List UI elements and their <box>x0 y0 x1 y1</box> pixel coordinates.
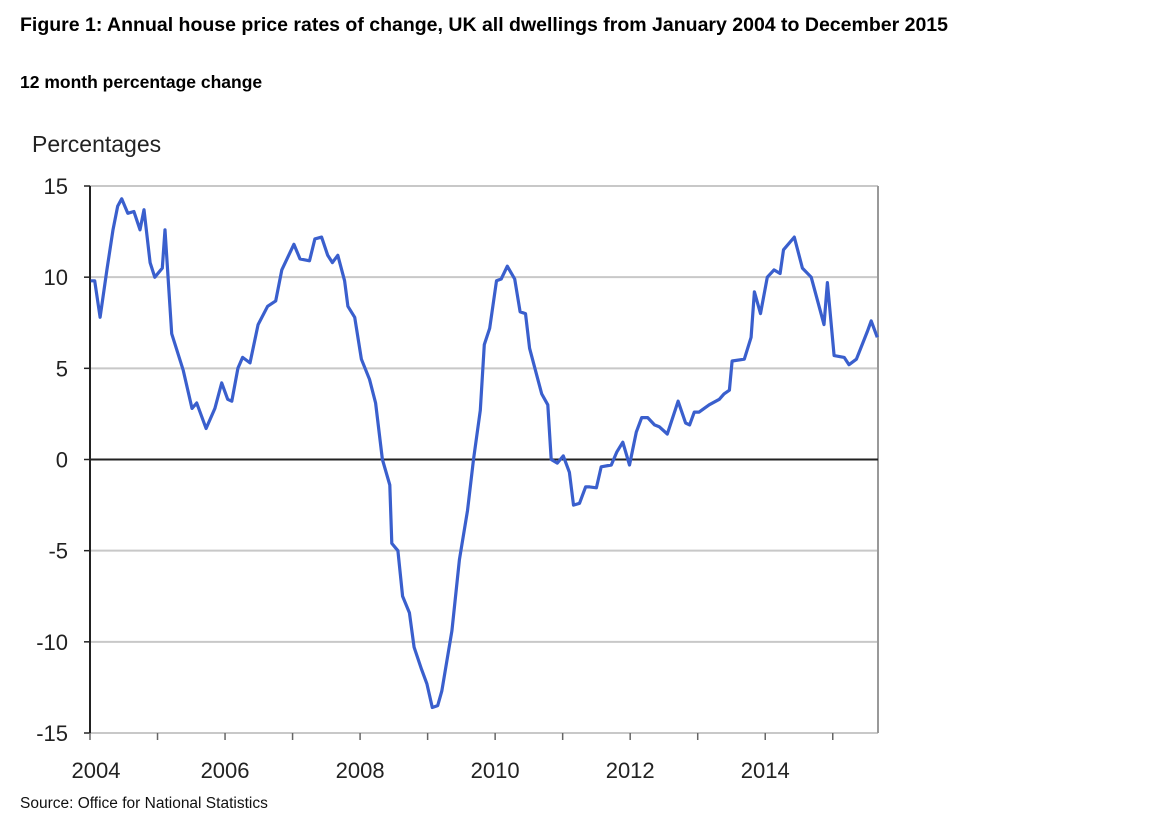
figure-title: Figure 1: Annual house price rates of ch… <box>20 14 948 36</box>
x-tick-label: 2008 <box>336 758 385 783</box>
y-tick-label: 15 <box>44 174 68 199</box>
figure-subtitle: 12 month percentage change <box>20 72 263 92</box>
y-tick-label: 5 <box>56 356 68 381</box>
source-note: Source: Office for National Statistics <box>20 795 268 812</box>
x-tick-label: 2014 <box>741 758 790 783</box>
y-tick-label: -5 <box>48 539 68 564</box>
x-tick-label: 2010 <box>471 758 520 783</box>
x-tick-label: 2006 <box>201 758 250 783</box>
series-line <box>90 197 879 710</box>
y-tick-label: 10 <box>44 265 68 290</box>
x-tick-label: 2012 <box>606 758 655 783</box>
y-tick-label: -10 <box>36 630 68 655</box>
y-axis-label: Percentages <box>32 131 161 157</box>
y-tick-label: 0 <box>56 448 68 473</box>
y-tick-label: -15 <box>36 721 68 746</box>
x-tick-label: 2004 <box>72 758 121 783</box>
